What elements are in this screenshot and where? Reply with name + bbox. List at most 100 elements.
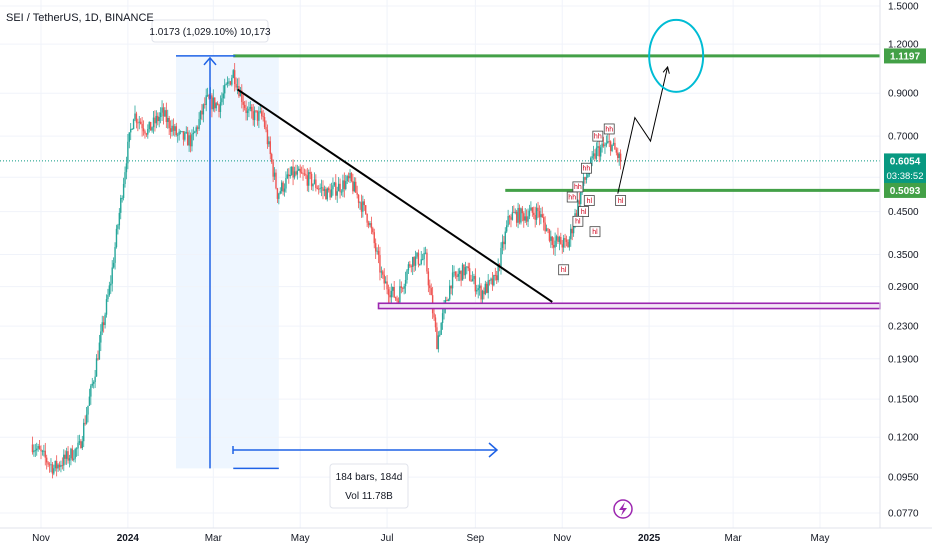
candle-body [44,450,46,458]
candle-body [261,111,263,117]
measure-range-label: 184 bars, 184d Vol 11.78B [329,463,409,509]
candle-body [121,197,123,199]
candle-body [138,121,140,123]
svg-text:hh: hh [605,126,613,133]
candle-body [497,263,499,281]
candle-body [601,143,603,148]
candle-body [440,322,442,335]
price-tick-label: 0.1200 [888,433,919,444]
candle-body [584,177,586,180]
candle-body [436,327,438,350]
candle-body [115,228,118,248]
candle-body [36,448,38,451]
candle-body [329,190,331,198]
candle-body [98,342,101,360]
candle-body [524,216,526,221]
candle-body [298,168,300,171]
candle-body [387,289,390,296]
candle-body [343,180,346,189]
swing-marker[interactable]: hh [572,181,584,193]
candle-body [57,464,59,469]
swing-marker[interactable]: hh [603,123,615,135]
candle-body [441,313,444,323]
candle-body [473,275,475,280]
svg-text:hl: hl [575,219,581,226]
candle-body [54,460,56,469]
candle-body [305,174,307,176]
candle-body [34,450,37,452]
candle-body [508,216,511,218]
candle-body [402,287,404,289]
swing-marker[interactable]: hh [566,191,578,203]
swing-marker[interactable]: hl [578,206,589,217]
candle-body [594,153,596,159]
candle-body [557,236,559,242]
candle-body [599,147,602,157]
candle-body [231,77,233,85]
candle-body [248,108,250,111]
time-tick-label: May [811,533,830,544]
candle-body [167,117,169,122]
candle-body [597,146,599,148]
candle-body [349,172,351,179]
candle-body [204,104,206,106]
time-axis[interactable]: Nov 2024 Mar May Jul Sep Nov 2025 Mar May [0,527,932,544]
candle-body [357,194,360,203]
downtrend-line[interactable] [236,88,553,303]
swing-marker[interactable]: hl [583,195,595,206]
candle-body [619,153,622,162]
price-axis[interactable]: 1.50001.20000.90000.70000.55000.45000.35… [879,0,926,528]
candle-body [161,107,163,113]
target-circle[interactable] [648,18,705,93]
candle-body [282,182,284,192]
price-tick-label: 0.1900 [888,354,919,365]
candle-body [458,270,461,274]
swing-marker[interactable]: hh [592,130,604,142]
candle-body [335,182,337,196]
lightning-icon[interactable] [613,499,633,519]
swing-marker[interactable]: hl [615,195,627,206]
candle-body [275,172,277,189]
candle-body [339,183,341,193]
candle-body [570,228,572,240]
candle-body [548,229,551,241]
candle-body [434,317,437,328]
candle-body [189,135,192,147]
candle-body [342,180,344,192]
candle-body [124,172,126,184]
candle-body [517,207,519,223]
support-price-tag: 0.5093 [884,182,926,198]
candle-body [293,171,296,178]
candle-body [41,450,44,452]
candle-body [178,131,180,135]
candle-body [376,250,378,252]
candle-body [229,81,232,85]
swing-marker[interactable]: hh [581,162,592,174]
candle-body [232,70,234,78]
candle-body [325,189,327,200]
candle-body [319,188,321,190]
candle-body [286,174,289,179]
candle-body [400,286,403,288]
candle-body [111,267,113,284]
candle-body [552,244,555,248]
candle-body [181,131,183,132]
candle-body [272,162,274,177]
candle-body [437,335,440,350]
swing-marker[interactable]: hl [558,264,570,276]
swing-marker[interactable]: hl [572,215,584,227]
candle-body [228,81,230,83]
base-zone[interactable] [377,302,881,310]
candle-body [302,173,304,175]
candle-body [413,257,415,266]
candle-body [202,104,205,115]
candle-body [279,191,281,194]
projection-path[interactable] [617,66,669,194]
candle-body [379,255,381,273]
candle-body [443,305,445,314]
candle-body [45,457,48,463]
time-tick-label: May [291,533,310,544]
candle-body [493,275,495,286]
swing-marker[interactable]: hl [589,226,601,238]
